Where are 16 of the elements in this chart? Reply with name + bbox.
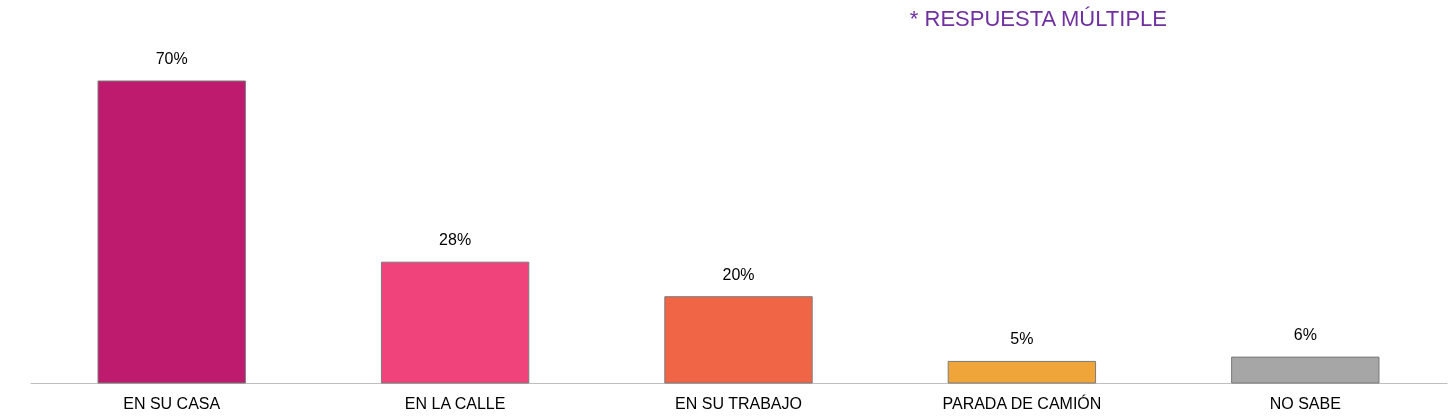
bar <box>947 360 1097 384</box>
bar <box>380 261 530 384</box>
bar <box>97 80 246 384</box>
text: * RESPUESTA MÚLTIPLE <box>909 6 1167 31</box>
bar <box>664 296 813 384</box>
bar <box>1231 356 1380 384</box>
x-tick-label: EN SU TRABAJO <box>675 394 802 412</box>
x-tick-label: NO SABE <box>1269 394 1341 412</box>
data-label: 6% <box>1293 326 1317 344</box>
data-label: 28% <box>439 231 472 249</box>
x-tick-label: EN SU CASA <box>123 394 221 412</box>
data-label: 20% <box>722 265 755 283</box>
data-label: 70% <box>155 50 188 67</box>
data-label: 5% <box>1010 330 1034 348</box>
x-tick-label: EN LA CALLE <box>404 394 506 412</box>
x-tick-label: PARADA DE CAMIÓN <box>942 393 1102 412</box>
